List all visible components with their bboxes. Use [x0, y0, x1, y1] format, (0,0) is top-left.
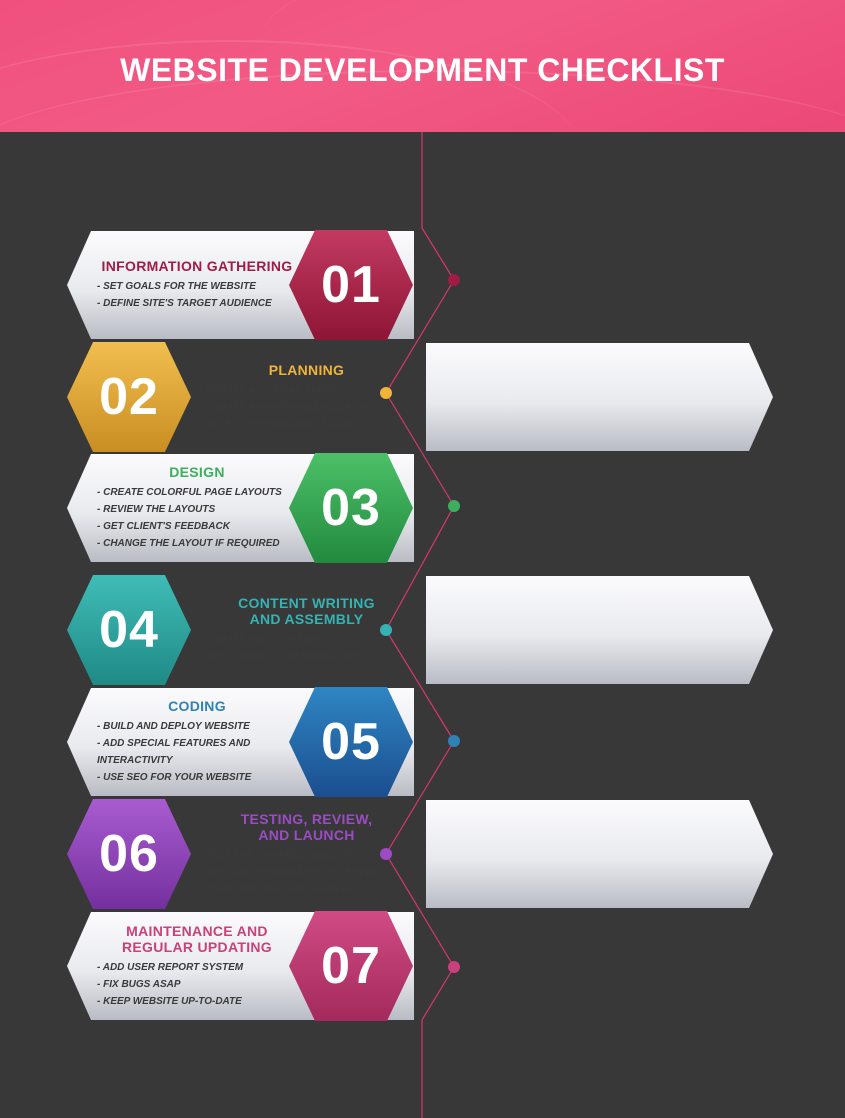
timeline-dot — [448, 274, 460, 286]
step-item: - ADD USER REPORT SYSTEM — [97, 962, 244, 973]
step-number-hexagon: 04 — [67, 575, 191, 685]
step-07: MAINTENANCE AND REGULAR UPDATING - ADD USE… — [67, 911, 773, 1022]
step-item: - UPLOAD THE WEBSITE TO SERVER — [199, 867, 379, 878]
step-number: 04 — [99, 601, 159, 659]
step-01: INFORMATION GATHERING - SET GOALS FOR THE… — [67, 230, 773, 341]
header-banner: WEBSITE DEVELOPMENT CHECKLIST — [0, 0, 845, 132]
step-content: TESTING, REVIEW, AND LAUNCH - TEST THE CRE… — [199, 800, 414, 908]
timeline-dot — [380, 848, 392, 860]
decorative-wave — [0, 70, 845, 132]
timeline-dot — [448, 735, 460, 747]
step-content: DESIGN - CREATE COLORFUL PAGE LAYOUTS - RE… — [97, 454, 297, 562]
step-title: MAINTENANCE AND REGULAR UPDATING — [122, 923, 272, 955]
step-item: - CREATE NEW CONTENT — [199, 634, 323, 645]
step-card — [426, 576, 773, 684]
step-card — [426, 800, 773, 908]
step-number-hexagon: 05 — [289, 687, 413, 797]
connector-segment — [421, 227, 455, 281]
step-item: - REVIEW THE LAYOUTS — [97, 504, 216, 515]
step-number: 02 — [99, 368, 159, 426]
step-number: 06 — [99, 825, 159, 883]
timeline-dot — [448, 500, 460, 512]
step-number: 05 — [321, 713, 381, 771]
step-item: - GET IT READY FOR MIGRATION — [199, 651, 359, 662]
step-number-hexagon: 07 — [289, 911, 413, 1021]
step-item: - TEST THE CREATED WEBSITE — [199, 850, 353, 861]
step-item: - USE SEO FOR YOUR WEBSITE — [97, 772, 252, 783]
step-number: 07 — [321, 937, 381, 995]
step-content: PLANNING - CREATE A SITEMAP SKETCH - CREAT… — [199, 343, 414, 451]
step-item: - CREATE COLORFUL PAGE LAYOUTS — [97, 487, 282, 498]
step-item: - ADD SPECIAL FEATURES AND INTERACTIVITY — [97, 738, 251, 766]
timeline-dot — [380, 624, 392, 636]
step-item: - BUILD AND DEPLOY WEBSITE — [97, 721, 250, 732]
step-item: - FIX BUGS ASAP — [97, 979, 181, 990]
step-item: - SELECT TECHNOLOGY STACK — [199, 419, 355, 430]
step-content: MAINTENANCE AND REGULAR UPDATING - ADD USE… — [97, 912, 297, 1020]
step-04: CONTENT WRITING AND ASSEMBLY - CREATE NEW … — [67, 575, 773, 686]
step-item: - FINAL TESTING AND LAUNCH — [199, 884, 350, 895]
step-item: - SET GOALS FOR THE WEBSITE — [97, 281, 256, 292]
timeline-dot — [380, 387, 392, 399]
page-title: WEBSITE DEVELOPMENT CHECKLIST — [120, 52, 725, 88]
step-title: CONTENT WRITING AND ASSEMBLY — [238, 595, 375, 627]
step-02: PLANNING - CREATE A SITEMAP SKETCH - CREAT… — [67, 342, 773, 453]
step-title: INFORMATION GATHERING — [101, 258, 293, 274]
step-item: - CREATE A SITEMAP SKETCH — [199, 385, 346, 396]
connector-segment — [385, 740, 455, 855]
connector-segment — [385, 629, 455, 742]
connector-segment — [421, 966, 455, 1021]
step-title: CODING — [168, 698, 226, 714]
step-item: - CHANGE THE LAYOUT IF REQUIRED — [97, 538, 280, 549]
step-item: - CREATE A WIREFRAME/MOCK-UP — [199, 402, 370, 413]
step-item: - GET CLIENT'S FEEDBACK — [97, 521, 230, 532]
connector-segment — [385, 505, 455, 631]
connector-segment — [385, 853, 455, 968]
step-content: CODING - BUILD AND DEPLOY WEBSITE - ADD SP… — [97, 688, 297, 796]
step-number: 03 — [321, 479, 381, 537]
step-number-hexagon: 03 — [289, 453, 413, 563]
timeline-dot — [448, 961, 460, 973]
connector-segment — [385, 279, 455, 394]
step-item: - DEFINE SITE'S TARGET AUDIENCE — [97, 298, 272, 309]
step-number: 01 — [321, 256, 381, 314]
step-content: CONTENT WRITING AND ASSEMBLY - CREATE NEW … — [199, 576, 414, 684]
step-number-hexagon: 01 — [289, 230, 413, 340]
step-content: INFORMATION GATHERING - SET GOALS FOR THE… — [97, 231, 297, 339]
step-title: TESTING, REVIEW, AND LAUNCH — [240, 811, 373, 843]
step-title: PLANNING — [268, 362, 345, 378]
step-number-hexagon: 06 — [67, 799, 191, 909]
connector-segment — [385, 392, 455, 507]
step-03: DESIGN - CREATE COLORFUL PAGE LAYOUTS - RE… — [67, 453, 773, 564]
step-item: - KEEP WEBSITE UP-TO-DATE — [97, 996, 242, 1007]
step-number-hexagon: 02 — [67, 342, 191, 452]
step-06: TESTING, REVIEW, AND LAUNCH - TEST THE CRE… — [67, 799, 773, 910]
step-card — [426, 343, 773, 451]
step-title: DESIGN — [169, 464, 225, 480]
step-05: CODING - BUILD AND DEPLOY WEBSITE - ADD SP… — [67, 687, 773, 798]
